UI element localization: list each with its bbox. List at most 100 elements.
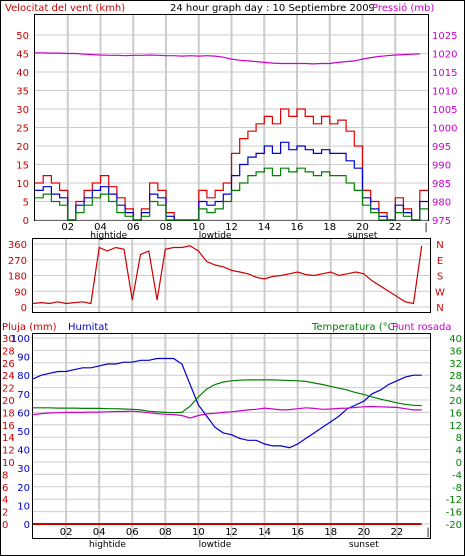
x-tick-label: 20 bbox=[357, 527, 370, 538]
compass-tick-label: N bbox=[436, 303, 443, 314]
temperature-tick-label: 12 bbox=[449, 421, 462, 432]
humidity-tick-label: 70 bbox=[17, 390, 30, 401]
pressure-tick-label: 990 bbox=[432, 161, 451, 172]
x-event-label: hightide bbox=[89, 540, 126, 550]
x-tick-label: 14 bbox=[258, 222, 271, 233]
rain-tick-label: 26 bbox=[2, 359, 15, 370]
temperature-tick-label: 16 bbox=[449, 408, 462, 419]
x-tick-label: 06 bbox=[126, 527, 139, 538]
temperature-tick-label: 4 bbox=[456, 446, 462, 457]
wind-tick-label: 35 bbox=[16, 87, 29, 98]
direction-tick-label: 0 bbox=[21, 303, 27, 314]
x-tick-label: 14 bbox=[258, 527, 271, 538]
series-line-humidity bbox=[32, 357, 422, 449]
x-tick-label: 18 bbox=[323, 222, 336, 233]
chart-marks bbox=[32, 52, 428, 525]
direction-tick-label: 270 bbox=[8, 256, 27, 267]
series-line-dewpoint bbox=[32, 405, 422, 419]
temperature-tick-label: 32 bbox=[449, 359, 462, 370]
direction-tick-label: 180 bbox=[8, 272, 27, 283]
rain-tick-label: 30 bbox=[2, 334, 15, 345]
wind-axis-title: Velocitat del vent (kmh) bbox=[5, 3, 125, 14]
grid-lines bbox=[33, 15, 430, 538]
temperature-tick-label: 28 bbox=[449, 371, 462, 382]
pressure-tick-label: 980 bbox=[432, 198, 451, 209]
temperature-tick-label: 20 bbox=[449, 396, 462, 407]
chart-title: 24 hour graph day : 10 Septiembre 2009 bbox=[170, 3, 375, 14]
x-tick-label: 12 bbox=[225, 527, 238, 538]
temperature-tick-label: -12 bbox=[446, 495, 462, 506]
compass-tick-label: E bbox=[437, 256, 443, 267]
humidity-tick-label: 90 bbox=[17, 353, 30, 364]
x-tick-label: 10 bbox=[192, 527, 205, 538]
pressure-tick-label: 1025 bbox=[432, 31, 457, 42]
rain-tick-label: 8 bbox=[2, 470, 8, 481]
x-tick-label: 22 bbox=[389, 222, 402, 233]
humidity-axis-title: Humitat bbox=[68, 322, 108, 333]
temperature-tick-label: -16 bbox=[446, 508, 462, 519]
x-tick-label: 06 bbox=[127, 222, 140, 233]
x-event-label: sunset bbox=[348, 231, 378, 241]
rain-tick-label: 24 bbox=[2, 371, 15, 382]
wind-tick-label: 0 bbox=[23, 216, 29, 227]
rain-tick-label: 14 bbox=[2, 433, 15, 444]
rain-tick-label: 0 bbox=[2, 520, 8, 531]
wind-tick-label: 10 bbox=[16, 179, 29, 190]
temperature-tick-label: 8 bbox=[456, 433, 462, 444]
rain-tick-label: 12 bbox=[2, 446, 15, 457]
wind-tick-label: 30 bbox=[16, 105, 29, 116]
pressure-tick-label: 1005 bbox=[432, 105, 457, 116]
x-tick-label: 18 bbox=[324, 527, 337, 538]
rain-tick-label: 2 bbox=[2, 508, 8, 519]
direction-tick-label: 90 bbox=[14, 287, 27, 298]
rain-tick-label: 6 bbox=[2, 483, 8, 494]
direction-tick-label: 360 bbox=[8, 240, 27, 251]
x-tick-label: 04 bbox=[93, 527, 106, 538]
x-tick-label: 12 bbox=[225, 222, 238, 233]
pressure-tick-label: 995 bbox=[432, 142, 451, 153]
wind-tick-label: 5 bbox=[23, 198, 29, 209]
humidity-tick-label: 0 bbox=[24, 520, 30, 531]
x-tick-label: 16 bbox=[291, 527, 304, 538]
pressure-tick-label: 1020 bbox=[432, 50, 457, 61]
temperature-axis-title: Temperatura (°C) bbox=[311, 322, 399, 333]
pressure-tick-label: 975 bbox=[432, 216, 451, 227]
temperature-tick-label: -4 bbox=[452, 470, 462, 481]
temperature-tick-label: -8 bbox=[452, 483, 462, 494]
rain-tick-label: 4 bbox=[2, 495, 8, 506]
x-event-label: lowtide bbox=[199, 540, 232, 550]
x-tick-label: 02 bbox=[60, 527, 73, 538]
x-event-label: sunset bbox=[349, 540, 379, 550]
compass-tick-label: S bbox=[437, 272, 443, 283]
x-tick-label: 02 bbox=[61, 222, 74, 233]
humidity-tick-label: 30 bbox=[17, 464, 30, 475]
series-line-average bbox=[35, 141, 428, 221]
humidity-tick-label: 10 bbox=[17, 501, 30, 512]
rain-tick-label: 22 bbox=[2, 384, 15, 395]
pressure-tick-label: 1015 bbox=[432, 68, 457, 79]
rain-axis-title: Pluja (mm) bbox=[2, 322, 57, 333]
wind-tick-label: 25 bbox=[16, 124, 29, 135]
humidity-tick-label: 40 bbox=[17, 446, 30, 457]
wind-tick-label: 50 bbox=[16, 31, 29, 42]
temperature-tick-label: -20 bbox=[446, 520, 462, 531]
x-tick-label: 08 bbox=[160, 222, 173, 233]
dewpoint-axis-title: Punt rosada bbox=[392, 322, 451, 333]
humidity-tick-label: 80 bbox=[17, 371, 30, 382]
humidity-tick-label: 60 bbox=[17, 408, 30, 419]
humidity-tick-label: 50 bbox=[17, 427, 30, 438]
pressure-tick-label: 1010 bbox=[432, 87, 457, 98]
x-tick-label: 10 bbox=[192, 222, 205, 233]
wind-tick-label: 45 bbox=[16, 50, 29, 61]
x-tick-label: 16 bbox=[291, 222, 304, 233]
x-event-label: lowtide bbox=[199, 231, 232, 241]
x-end-tick: | bbox=[426, 527, 429, 538]
rain-tick-label: 18 bbox=[2, 408, 15, 419]
series-line-pressure bbox=[35, 52, 420, 65]
compass-tick-label: W bbox=[435, 287, 445, 298]
x-end-tick: | bbox=[424, 222, 427, 233]
wind-tick-label: 40 bbox=[16, 68, 29, 79]
temperature-tick-label: 36 bbox=[449, 346, 462, 357]
